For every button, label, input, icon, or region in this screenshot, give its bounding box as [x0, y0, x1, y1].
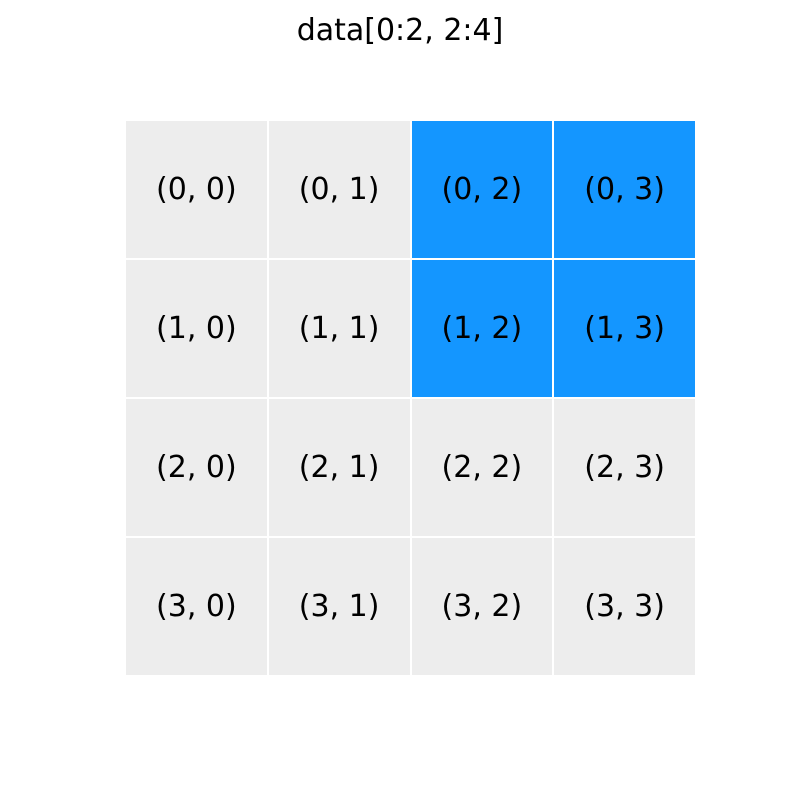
grid-cell: (0, 1): [268, 121, 410, 258]
grid-cell: (2, 1): [268, 399, 410, 536]
selected-cell: (0, 2): [411, 121, 553, 258]
selected-cell: (1, 2): [411, 260, 553, 397]
grid-cell: (0, 0): [126, 121, 267, 258]
selected-cell: (1, 3): [554, 260, 695, 397]
grid-cell: (1, 1): [268, 260, 410, 397]
grid-cell: (2, 2): [411, 399, 553, 536]
index-grid: (0, 0) (0, 1) (0, 2) (0, 3) (1, 0) (1, 1) (1, …: [126, 121, 695, 675]
selected-cell: (0, 3): [554, 121, 695, 258]
grid-cell: (3, 1): [268, 538, 410, 675]
grid-cell: (1, 0): [126, 260, 267, 397]
grid-cell: (2, 3): [554, 399, 695, 536]
diagram-title: data[0:2, 2:4]: [296, 13, 504, 48]
grid-cell: (3, 3): [554, 538, 695, 675]
grid-cell: (3, 2): [411, 538, 553, 675]
grid-cell: (2, 0): [126, 399, 267, 536]
grid-cell: (3, 0): [126, 538, 267, 675]
